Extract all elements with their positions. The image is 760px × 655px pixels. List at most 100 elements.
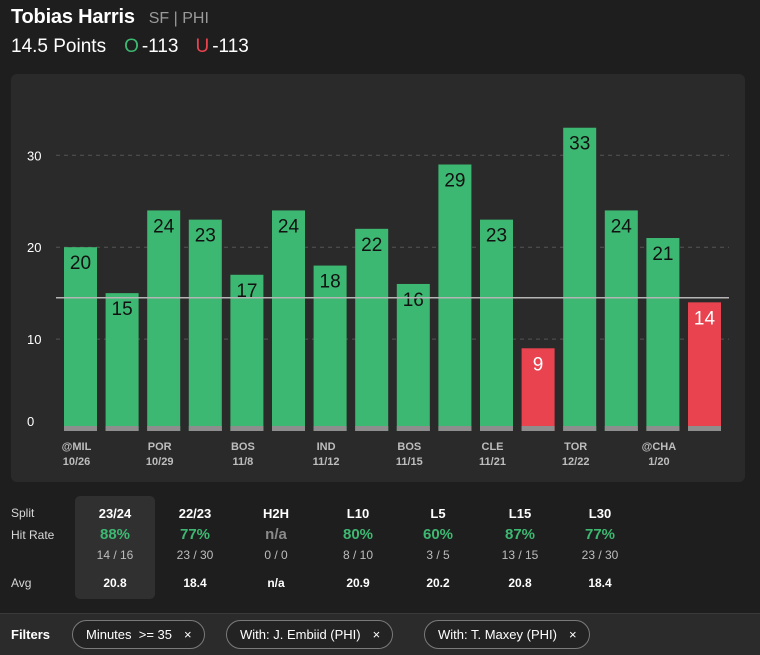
average-value: n/a xyxy=(267,576,285,590)
player-header: Tobias Harris SF | PHI 14.5 Points O -11… xyxy=(11,6,751,58)
x-tick-team: BOS xyxy=(231,441,255,453)
filters-label: Filters xyxy=(11,627,51,642)
y-tick-label: 10 xyxy=(27,332,41,347)
bar xyxy=(355,228,389,431)
x-tick-team: POR xyxy=(148,441,172,453)
x-tick-date: 12/22 xyxy=(562,456,590,468)
hit-rate-percent: 77% xyxy=(179,526,211,543)
bar-value-label: 14 xyxy=(694,308,716,329)
bar-base xyxy=(688,426,721,431)
x-tick-date: 1/20 xyxy=(648,456,669,468)
split-column-22-23[interactable]: 22/23 77% 23 / 30 18.4 xyxy=(155,496,235,599)
bar-value-label: 23 xyxy=(195,226,216,247)
average-value: 20.8 xyxy=(103,576,127,590)
prop-line-row: 14.5 Points O -113 U -113 xyxy=(11,36,751,58)
bar-base xyxy=(147,426,181,431)
split-name: L10 xyxy=(346,506,370,521)
over-letter: O xyxy=(124,36,139,57)
hit-rate-fraction: 3 / 5 xyxy=(426,548,450,562)
hit-rate-percent: n/a xyxy=(265,526,287,543)
average-value: 18.4 xyxy=(183,576,207,590)
filter-chip-embiid[interactable]: With: J. Embiid (PHI) × xyxy=(226,620,394,649)
game-log-chart: 0 10 20 30 20 15 24 23 17 24 18 22 16 29 23 9 33 24 21 14 @M… xyxy=(11,74,745,482)
close-icon[interactable]: × xyxy=(372,627,381,642)
bar-base xyxy=(396,426,430,431)
x-tick-team: CLE xyxy=(482,441,504,453)
average-value: 20.8 xyxy=(508,576,532,590)
bar-base xyxy=(355,426,389,431)
hit-rate-percent: 77% xyxy=(584,526,616,543)
x-tick-date: 11/12 xyxy=(313,456,340,468)
bar-chart: 0 10 20 30 20 15 24 23 17 24 18 22 16 29 23 9 33 24 21 14 @M… xyxy=(27,127,729,468)
y-tick-label: 0 xyxy=(27,414,34,429)
x-tick-team: @CHA xyxy=(642,441,677,453)
hit-rate-percent: 80% xyxy=(342,526,374,543)
bar-value-label: 24 xyxy=(278,216,300,237)
under-odds-button[interactable]: U -113 xyxy=(195,36,248,58)
bar-base xyxy=(646,426,680,431)
splits-row-labels: Split Hit Rate Avg xyxy=(11,496,81,600)
y-tick-label: 20 xyxy=(27,240,41,255)
split-column-l10[interactable]: L10 80% 8 / 10 20.9 xyxy=(318,496,398,599)
split-column-l15[interactable]: L15 87% 13 / 15 20.8 xyxy=(480,496,560,599)
bar-value-label: 18 xyxy=(320,272,341,293)
over-odds: -113 xyxy=(141,36,179,57)
hit-rate-percent: 60% xyxy=(422,526,454,543)
average-value: 20.9 xyxy=(346,576,370,590)
split-name: L5 xyxy=(430,506,446,521)
hit-rate-fraction: 23 / 30 xyxy=(581,548,619,562)
split-column-l5[interactable]: L5 60% 3 / 5 20.2 xyxy=(398,496,478,599)
bar xyxy=(272,210,305,431)
hit-rate-fraction: 23 / 30 xyxy=(176,548,214,562)
split-name: 23/24 xyxy=(98,506,132,521)
bar-value-label: 15 xyxy=(112,299,133,320)
bar-base xyxy=(188,426,222,431)
x-tick-team: IND xyxy=(317,441,336,453)
filter-chip-minutes[interactable]: Minutes >= 35 × xyxy=(72,620,205,649)
filter-chip-maxey[interactable]: With: T. Maxey (PHI) × xyxy=(424,620,590,649)
split-column-23-24[interactable]: 23/24 88% 14 / 16 20.8 xyxy=(75,496,155,599)
filter-chip-label: With: T. Maxey (PHI) xyxy=(438,627,557,642)
bar-base xyxy=(105,426,139,431)
bar-value-label: 9 xyxy=(533,354,544,375)
split-name: 22/23 xyxy=(178,506,212,521)
bar-base xyxy=(64,426,97,431)
bar-value-label: 21 xyxy=(652,244,673,265)
split-column-h2h[interactable]: H2H n/a 0 / 0 n/a xyxy=(236,496,316,599)
under-odds: -113 xyxy=(212,36,249,57)
bar xyxy=(563,127,597,432)
over-odds-button[interactable]: O -113 xyxy=(124,36,178,58)
average-value: 20.2 xyxy=(426,576,450,590)
close-icon[interactable]: × xyxy=(184,627,192,642)
x-tick-team: @MIL xyxy=(62,441,92,453)
split-column-l30[interactable]: L30 77% 23 / 30 18.4 xyxy=(560,496,640,599)
bar-value-label: 24 xyxy=(153,216,175,237)
bar xyxy=(64,247,97,431)
player-position-team: SF | PHI xyxy=(148,10,209,27)
prop-line: 14.5 Points xyxy=(11,36,107,57)
player-name-row: Tobias Harris SF | PHI xyxy=(11,6,751,29)
bar-base xyxy=(480,426,513,431)
hit-rate-fraction: 0 / 0 xyxy=(264,548,288,562)
filter-chip-label: With: J. Embiid (PHI) xyxy=(240,627,361,642)
bar-base xyxy=(438,426,472,431)
close-icon[interactable]: × xyxy=(568,627,577,642)
x-tick-date: 11/15 xyxy=(396,456,423,468)
y-tick-label: 30 xyxy=(27,148,41,163)
bar xyxy=(521,348,555,431)
bar-base xyxy=(563,426,597,431)
bar xyxy=(688,302,721,431)
bar xyxy=(646,238,680,431)
bar xyxy=(105,293,139,431)
bar xyxy=(396,283,430,431)
bar-base xyxy=(313,426,347,431)
bar-value-label: 29 xyxy=(444,170,465,191)
average-value: 18.4 xyxy=(588,576,612,590)
bar-value-label: 23 xyxy=(486,226,507,247)
x-tick-date: 10/26 xyxy=(63,456,91,468)
bar xyxy=(313,265,347,431)
bar-value-label: 33 xyxy=(569,134,590,155)
split-name: L30 xyxy=(588,506,612,521)
hit-rate-percent: 87% xyxy=(504,526,536,543)
hit-rate-fraction: 13 / 15 xyxy=(501,548,539,562)
